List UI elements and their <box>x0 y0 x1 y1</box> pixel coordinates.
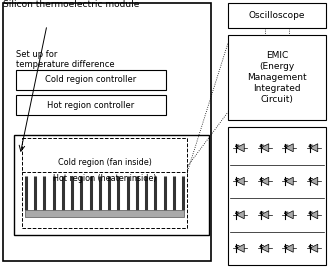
Bar <box>228 127 326 265</box>
Text: Hot region controller: Hot region controller <box>47 100 135 110</box>
Polygon shape <box>310 244 318 252</box>
Bar <box>16 95 166 115</box>
Polygon shape <box>261 144 269 152</box>
Bar <box>16 70 166 90</box>
Polygon shape <box>285 244 293 252</box>
Text: Cold region controller: Cold region controller <box>45 76 137 84</box>
Text: Cold region (fan inside): Cold region (fan inside) <box>58 158 151 167</box>
Polygon shape <box>285 211 293 219</box>
Text: Oscilloscope: Oscilloscope <box>249 11 305 20</box>
Polygon shape <box>261 177 269 185</box>
Polygon shape <box>236 144 244 152</box>
Bar <box>22 138 187 172</box>
Bar <box>3 3 211 261</box>
Polygon shape <box>261 211 269 219</box>
Bar <box>228 35 326 120</box>
Polygon shape <box>236 177 244 185</box>
Polygon shape <box>310 144 318 152</box>
Bar <box>228 3 326 28</box>
Bar <box>14 135 209 235</box>
Text: Silicon thermoelectric module: Silicon thermoelectric module <box>3 0 139 9</box>
Text: Set up for
temperature difference: Set up for temperature difference <box>16 50 114 69</box>
Polygon shape <box>261 244 269 252</box>
Bar <box>25 210 184 217</box>
Polygon shape <box>310 177 318 185</box>
Text: EMIC
(Energy
Management
Integrated
Circuit): EMIC (Energy Management Integrated Circu… <box>247 51 307 104</box>
Polygon shape <box>285 144 293 152</box>
Bar <box>22 168 187 228</box>
Text: Hot region (heater inside): Hot region (heater inside) <box>53 174 156 183</box>
Polygon shape <box>236 244 244 252</box>
Polygon shape <box>310 211 318 219</box>
Polygon shape <box>236 211 244 219</box>
Polygon shape <box>285 177 293 185</box>
